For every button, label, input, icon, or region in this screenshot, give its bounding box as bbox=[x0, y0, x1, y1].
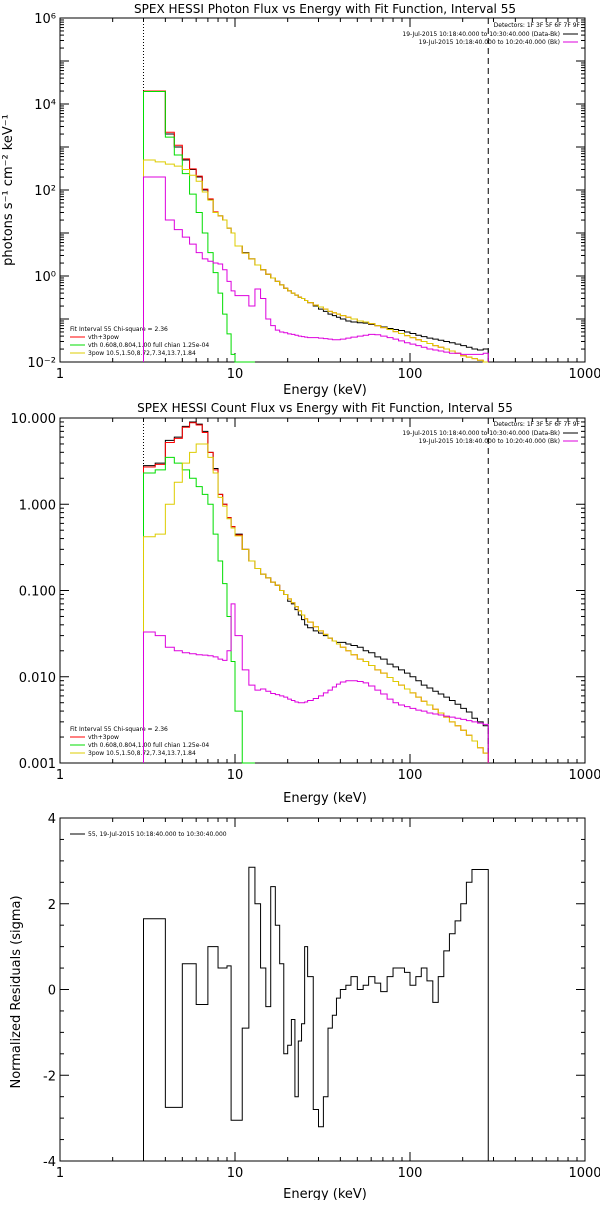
photon-flux-header-line-1: Detectors: 1F 3F 5F 6F 7F 9F bbox=[494, 22, 581, 29]
count-flux-series-0-line bbox=[144, 422, 489, 763]
count-flux-x-tick-label: 1 bbox=[56, 768, 64, 783]
photon-flux-header-line-2: 19-Jul-2015 10:18:40.000 to 10:30:40.000… bbox=[402, 31, 560, 38]
photon-flux-header-line-3: 19-Jul-2015 10:18:40.000 to 10:20:40.000… bbox=[419, 39, 560, 46]
photon-flux-x-label: Energy (keV) bbox=[283, 383, 367, 398]
residuals-x-tick-label: 10 bbox=[227, 1166, 244, 1181]
photon-flux-legend-vth: vth 0.608,0.804,1.00 full chian 1.25e-04 bbox=[88, 342, 209, 349]
count-flux-header-line-1: Detectors: 1F 3F 5F 6F 7F 9F bbox=[494, 421, 581, 428]
residuals-x-tick-label: 1000 bbox=[568, 1166, 600, 1181]
residuals-x-label: Energy (keV) bbox=[283, 1187, 367, 1200]
residuals-legend-entry: 55, 19-Jul-2015 10:18:40.000 to 10:30:40… bbox=[88, 831, 227, 838]
count-flux-panel: SPEX HESSI Count Flux vs Energy with Fit… bbox=[11, 401, 600, 806]
count-flux-legend-fit: Fit Interval 55 Chi-square = 2.36 bbox=[70, 726, 168, 733]
photon-flux-y-tick-label: 10⁻² bbox=[27, 356, 56, 371]
residuals-x-tick-label: 1 bbox=[56, 1166, 64, 1181]
count-flux-plot-frame bbox=[60, 418, 585, 763]
count-flux-title: SPEX HESSI Count Flux vs Energy with Fit… bbox=[137, 401, 513, 415]
residuals-y-label: Normalized Residuals (sigma) bbox=[9, 895, 24, 1088]
residuals-panel: Energy (keV) Normalized Residuals (sigma… bbox=[9, 812, 600, 1200]
residuals-x-tick-label: 100 bbox=[398, 1166, 423, 1181]
residuals-plot-frame bbox=[60, 818, 585, 1161]
residuals-y-tick-label: 2 bbox=[48, 898, 56, 913]
photon-flux-title: SPEX HESSI Photon Flux vs Energy with Fi… bbox=[134, 2, 516, 16]
photon-flux-x-tick-label: 100 bbox=[398, 367, 423, 382]
count-flux-y-tick-label: 0.100 bbox=[19, 585, 56, 600]
residuals-series-0-line bbox=[144, 867, 489, 1161]
photon-flux-series-3-line bbox=[144, 160, 489, 362]
residuals-y-tick-label: -2 bbox=[43, 1069, 56, 1084]
count-flux-x-tick-label: 1000 bbox=[568, 768, 600, 783]
count-flux-series-2-line bbox=[144, 457, 255, 763]
count-flux-series-1-line bbox=[144, 423, 489, 763]
count-flux-y-tick-label: 1.000 bbox=[19, 498, 56, 513]
residuals-y-tick-label: 4 bbox=[48, 812, 56, 827]
photon-flux-series-2-line bbox=[144, 92, 255, 362]
count-flux-series-4-line bbox=[144, 604, 489, 763]
count-flux-series-3-line bbox=[144, 444, 489, 763]
count-flux-x-label: Energy (keV) bbox=[283, 791, 367, 806]
count-flux-header-line-2: 19-Jul-2015 10:18:40.000 to 10:30:40.000… bbox=[402, 430, 560, 437]
photon-flux-y-tick-label: 10⁴ bbox=[34, 98, 56, 113]
count-flux-y-tick-label: 10.000 bbox=[11, 412, 57, 427]
count-flux-legend-3pow: 3pow 10.5,1.50,8.72,7.34,13.7,1.84 bbox=[88, 750, 196, 757]
photon-flux-x-tick-label: 1000 bbox=[568, 367, 600, 382]
residuals-y-tick-label: -4 bbox=[43, 1155, 56, 1170]
photon-flux-y-label: photons s⁻¹ cm⁻² keV⁻¹ bbox=[1, 114, 16, 266]
photon-flux-y-tick-label: 10⁶ bbox=[34, 12, 56, 27]
count-flux-legend-vth: vth 0.608,0.804,1.00 full chian 1.25e-04 bbox=[88, 742, 209, 749]
residuals-y-tick-label: 0 bbox=[48, 984, 56, 999]
photon-flux-plot-frame bbox=[60, 18, 585, 362]
count-flux-y-tick-label: 0.001 bbox=[19, 757, 56, 772]
photon-flux-x-tick-label: 10 bbox=[227, 367, 244, 382]
photon-flux-series-0-line bbox=[144, 91, 489, 362]
count-flux-header-line-3: 19-Jul-2015 10:18:40.000 to 10:20:40.000… bbox=[419, 438, 560, 445]
count-flux-x-tick-label: 10 bbox=[227, 768, 244, 783]
count-flux-y-tick-label: 0.010 bbox=[19, 671, 56, 686]
photon-flux-panel: SPEX HESSI Photon Flux vs Energy with Fi… bbox=[1, 2, 600, 398]
photon-flux-legend-3pow: 3pow 10.5,1.50,8.72,7.34,13.7,1.84 bbox=[88, 350, 196, 357]
photon-flux-series-1-line bbox=[144, 91, 489, 362]
count-flux-legend-total: vth+3pow bbox=[88, 734, 119, 741]
photon-flux-legend-total: vth+3pow bbox=[88, 334, 119, 341]
photon-flux-y-tick-label: 10⁰ bbox=[34, 270, 56, 285]
photon-flux-x-tick-label: 1 bbox=[56, 367, 64, 382]
photon-flux-series-4-line bbox=[144, 177, 489, 362]
photon-flux-legend-fit: Fit Interval 55 Chi-square = 2.36 bbox=[70, 326, 168, 333]
photon-flux-y-tick-label: 10² bbox=[34, 184, 56, 199]
count-flux-x-tick-label: 100 bbox=[398, 768, 423, 783]
